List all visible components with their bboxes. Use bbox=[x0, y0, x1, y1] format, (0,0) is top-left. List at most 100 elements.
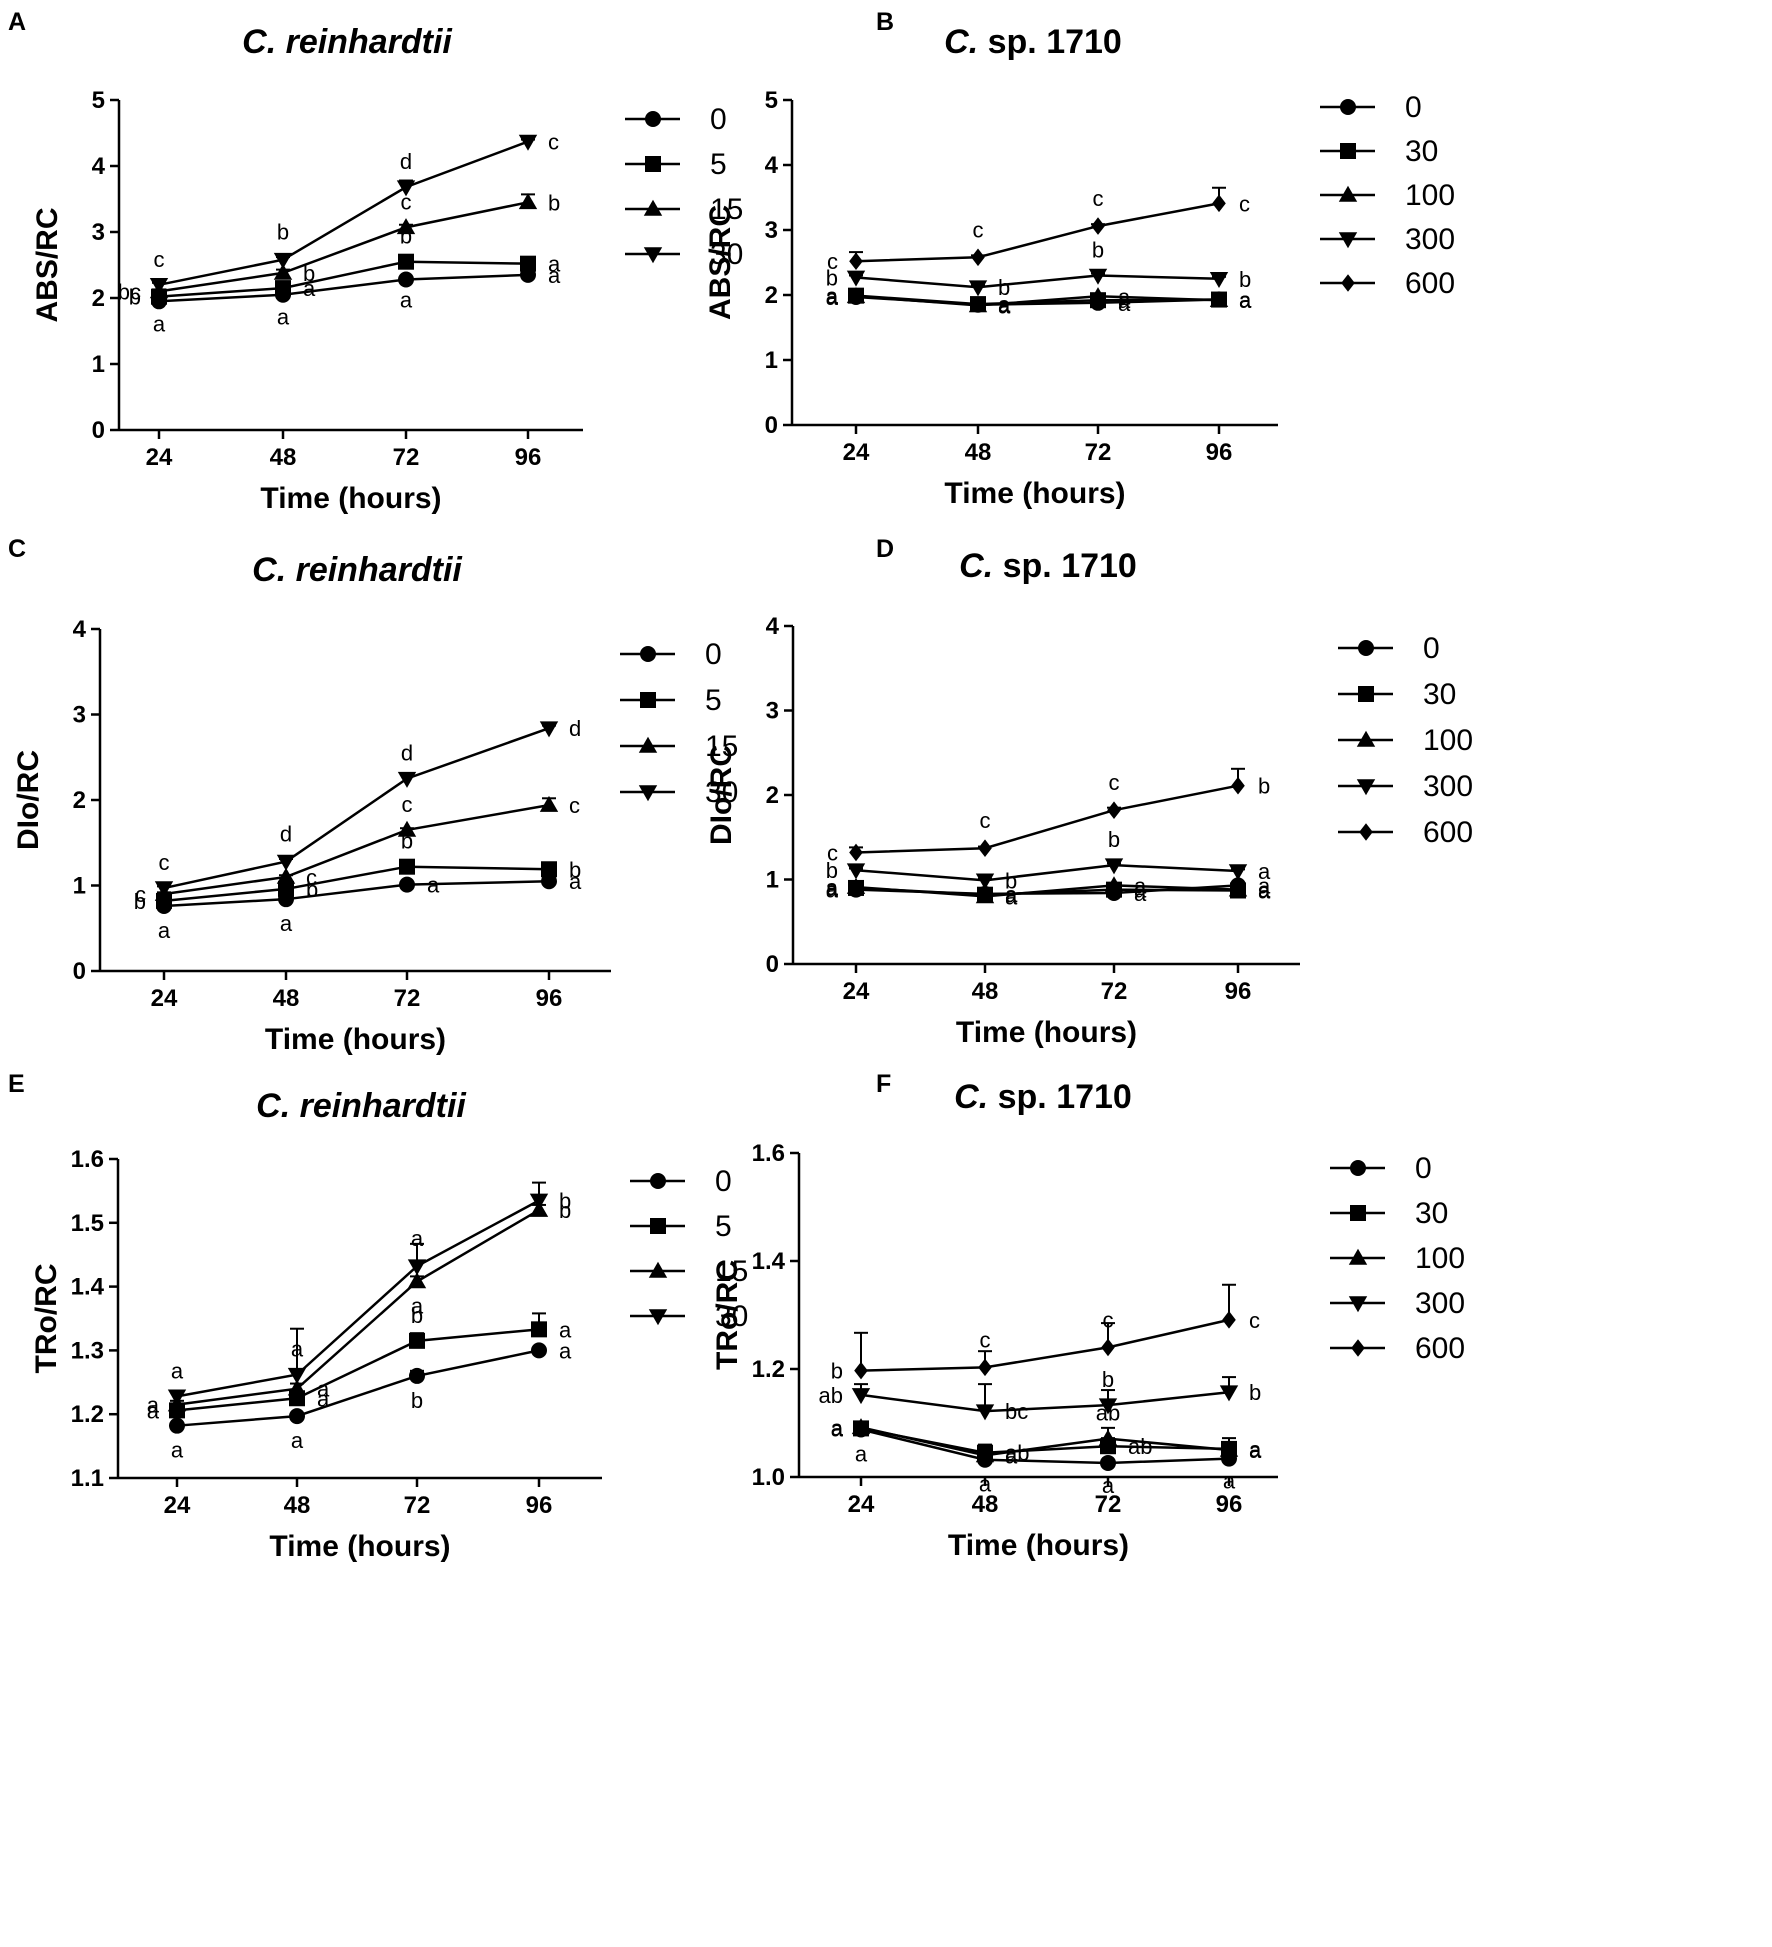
chart-c-series-15 bbox=[154, 795, 559, 901]
chart-f-point-shape bbox=[851, 1388, 871, 1405]
chart-e-sig-letter: b bbox=[411, 1388, 423, 1413]
chart-b: B C. sp. 1710 0 1 2 3 4 5 24 48 72 96 Time (hours) AB… bbox=[704, 8, 1455, 510]
chart-d-point bbox=[978, 839, 992, 858]
chart-d-sig-letter: a bbox=[1134, 878, 1147, 903]
chart-e-legend-marker bbox=[650, 1173, 666, 1189]
chart-a-sig-letter: a bbox=[303, 276, 316, 301]
chart-d-y-tick-label: 2 bbox=[766, 782, 779, 809]
chart-c-point-shape bbox=[276, 854, 296, 871]
chart-c-legend-item: 30 bbox=[620, 776, 738, 809]
chart-d-y-tick-label: 0 bbox=[766, 951, 779, 978]
chart-b-x-tick-label: 96 bbox=[1206, 439, 1233, 466]
chart-d-y-tick-label: 1 bbox=[766, 867, 779, 894]
chart-b-sig-letter: a bbox=[1118, 288, 1131, 313]
chart-e-y-axis-label: TRo/RC bbox=[30, 1264, 63, 1374]
chart-c-y-tick-label: 2 bbox=[73, 787, 86, 814]
chart-d-x-axis-label: Time (hours) bbox=[956, 1016, 1137, 1049]
chart-f-point-shape bbox=[975, 1446, 995, 1463]
chart-d-panel-letter: D bbox=[876, 535, 894, 563]
chart-f-legend-label: 600 bbox=[1415, 1332, 1465, 1365]
chart-c-series-line bbox=[163, 865, 550, 903]
chart-d-y-axis-label: DIo/RC bbox=[705, 745, 738, 845]
chart-b-legend-item: 600 bbox=[1320, 267, 1455, 300]
chart-d-y-tick-label: 4 bbox=[766, 613, 780, 640]
chart-e-legend-marker bbox=[648, 1261, 668, 1278]
chart-e-sig-letter: a bbox=[171, 1438, 184, 1463]
chart-e-point-shape bbox=[407, 1259, 427, 1276]
chart-e-point bbox=[407, 1272, 427, 1289]
chart-f-y-tick-label: 1.2 bbox=[752, 1356, 785, 1383]
chart-f-sig-letter: a bbox=[1249, 1437, 1262, 1462]
chart-d-sig-letter: a bbox=[1258, 878, 1271, 903]
chart-e-legend-label: 0 bbox=[715, 1165, 732, 1198]
chart-d-sig-letter: a bbox=[1258, 859, 1271, 884]
chart-e-point-shape bbox=[531, 1321, 547, 1338]
chart-b-sig-letter: b bbox=[1239, 267, 1251, 292]
chart-f-point bbox=[1219, 1440, 1239, 1457]
chart-c-sig-letter: a bbox=[427, 873, 440, 898]
chart-a-sig-letter: a bbox=[548, 252, 561, 277]
chart-b-sig-letter: a bbox=[998, 293, 1011, 318]
chart-b-title: C. sp. 1710 bbox=[944, 23, 1122, 61]
chart-c-sig-letter: d bbox=[569, 716, 581, 741]
chart-a-x-tick-label: 48 bbox=[270, 444, 297, 471]
chart-a-y-axis-label: ABS/RC bbox=[31, 207, 64, 322]
chart-b-point bbox=[1212, 194, 1226, 213]
chart-b-series-line bbox=[855, 274, 1220, 289]
chart-b-series-line bbox=[855, 295, 1220, 307]
chart-c-legend-label: 5 bbox=[705, 684, 722, 717]
chart-b-legend-marker-shape bbox=[1341, 274, 1355, 292]
chart-a-x-tick-label: 72 bbox=[393, 444, 420, 471]
chart-f-legend-marker bbox=[1351, 1339, 1365, 1357]
chart-c: C C. reinhardtii 0 1 2 3 4 24 48 72 96 Time (hours)… bbox=[8, 535, 738, 1056]
chart-c-sig-letter: b bbox=[134, 889, 146, 914]
chart-f-legend-marker bbox=[1348, 1248, 1368, 1265]
chart-e-legend-marker-shape bbox=[648, 1261, 668, 1278]
chart-c-sig-letter: c bbox=[402, 792, 413, 817]
chart-f-y-tick-label: 1.4 bbox=[752, 1248, 786, 1275]
chart-a-legend-item: 0 bbox=[625, 103, 727, 136]
chart-a-sig-letter: b bbox=[548, 190, 560, 215]
chart-c-series-5 bbox=[156, 858, 557, 909]
chart-d-legend-item: 300 bbox=[1338, 770, 1473, 803]
chart-c-sig-letter: b bbox=[306, 877, 318, 902]
chart-f-legend-marker-shape bbox=[1350, 1160, 1366, 1176]
chart-b-legend-marker bbox=[1340, 99, 1356, 115]
chart-e-legend-label: 5 bbox=[715, 1210, 732, 1243]
chart-d-point-shape bbox=[1228, 864, 1248, 881]
chart-a-point-shape bbox=[273, 263, 293, 280]
chart-f-series-100 bbox=[851, 1418, 1239, 1463]
chart-c-point-shape bbox=[541, 861, 557, 878]
chart-c-sig-letter: c bbox=[306, 865, 317, 890]
chart-d-y-tick-label: 3 bbox=[766, 698, 779, 725]
chart-e-point bbox=[529, 1193, 549, 1210]
chart-c-series-30 bbox=[154, 721, 559, 898]
chart-b-sig-letter: a bbox=[1239, 288, 1252, 313]
chart-c-sig-letter: c bbox=[569, 793, 580, 818]
chart-d-series-line bbox=[855, 784, 1239, 854]
chart-e-point bbox=[531, 1342, 547, 1359]
chart-b-y-tick-label: 1 bbox=[765, 347, 778, 374]
chart-c-point-shape bbox=[397, 771, 417, 788]
chart-f-sig-letter: b bbox=[1249, 1380, 1261, 1405]
chart-b-legend-item: 300 bbox=[1320, 223, 1455, 256]
chart-a-legend-marker bbox=[645, 111, 661, 127]
chart-e-title: C. reinhardtii bbox=[256, 1087, 467, 1125]
chart-b-point bbox=[968, 296, 988, 313]
chart-e-point-shape bbox=[287, 1379, 307, 1396]
chart-c-point-shape bbox=[539, 795, 559, 812]
chart-c-x-axis-label: Time (hours) bbox=[265, 1023, 446, 1056]
chart-a-series-0 bbox=[151, 266, 536, 310]
chart-f-point-shape bbox=[978, 1358, 992, 1377]
chart-e-y-tick-label: 1.3 bbox=[71, 1337, 104, 1364]
chart-b-legend-item: 30 bbox=[1320, 135, 1438, 168]
chart-e-point bbox=[289, 1408, 305, 1425]
chart-d-point-shape bbox=[1104, 876, 1124, 893]
chart-d-point-shape bbox=[975, 873, 995, 890]
chart-a-point bbox=[518, 134, 538, 151]
chart-e-series-line bbox=[176, 1199, 540, 1398]
chart-f-point-shape bbox=[1098, 1398, 1118, 1415]
chart-a-legend-item: 30 bbox=[625, 238, 743, 271]
chart-a-point bbox=[520, 255, 536, 272]
chart-c-sig-letter: a bbox=[569, 869, 582, 894]
